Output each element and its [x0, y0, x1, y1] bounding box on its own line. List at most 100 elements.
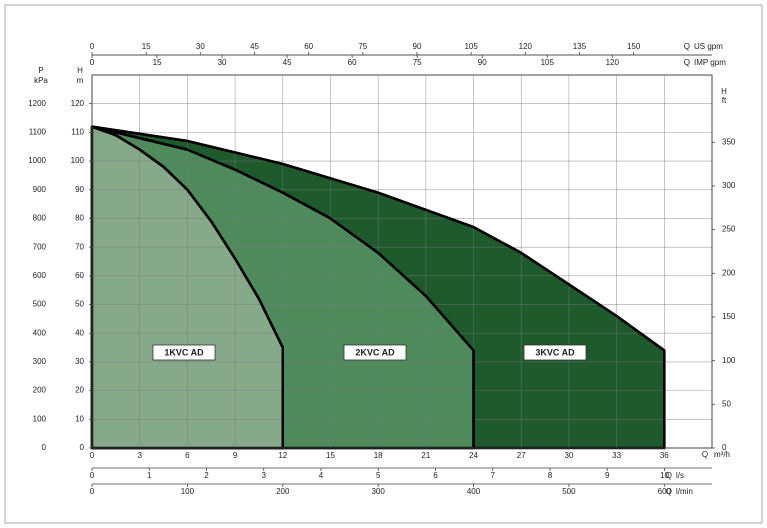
axis-tick-label: 150 — [627, 42, 641, 51]
axis-tick-label: 1200 — [28, 99, 46, 108]
y-tick-label: 40 — [75, 328, 84, 337]
axis-tick-label: 1100 — [29, 127, 47, 136]
axis-label: Q — [666, 487, 672, 496]
axis-tick-label: 600 — [33, 271, 47, 280]
series-curve — [91, 125, 285, 448]
x-tick-label: 12 — [278, 451, 287, 460]
x-tick-label: 0 — [90, 451, 95, 460]
x-tick-label: 30 — [564, 451, 573, 460]
x-tick-label: 3 — [137, 451, 142, 460]
y-tick-label: 10 — [75, 414, 84, 423]
axis-tick-label: 90 — [478, 58, 487, 67]
axis-tick-label: 200 — [33, 386, 47, 395]
y-tick-label: 90 — [75, 185, 84, 194]
x-axis-label: m³/h — [714, 450, 730, 459]
axis-tick-label: 200 — [722, 268, 736, 277]
x-tick-label: 24 — [469, 451, 478, 460]
y-tick-label: 100 — [71, 156, 85, 165]
series-curve — [91, 125, 475, 448]
axis-tick-label: 0 — [722, 443, 727, 452]
plot-border — [91, 74, 713, 449]
axis-tick-label: 10 — [660, 471, 669, 480]
axis-tick-label: 7 — [491, 471, 496, 480]
x-tick-label: 27 — [517, 451, 526, 460]
axis-tick-label: 8 — [548, 471, 553, 480]
axis-tick-label: 4 — [319, 471, 324, 480]
axis-tick-label: 15 — [153, 58, 162, 67]
axis-label: Q — [684, 42, 690, 51]
y-axis-label: H — [77, 66, 83, 75]
axis-tick-label: 105 — [541, 58, 555, 67]
axis-tick-label: 6 — [433, 471, 438, 480]
y-tick-label: 50 — [75, 300, 84, 309]
axis-tick-label: 0 — [90, 471, 95, 480]
x-tick-label: 15 — [326, 451, 335, 460]
axis-tick-label: 100 — [722, 356, 736, 365]
y-axis-label: m — [77, 76, 84, 85]
y-tick-label: 20 — [75, 386, 84, 395]
axis-tick-label: 100 — [33, 414, 47, 423]
axis-tick-label: 45 — [283, 58, 292, 67]
axis-tick-label: 100 — [181, 487, 195, 496]
axis-tick-label: 0 — [90, 487, 95, 496]
y-tick-label: 70 — [75, 242, 84, 251]
axis-tick-label: 400 — [33, 328, 47, 337]
axis-label: Q — [684, 58, 690, 67]
series-label: 1KVC AD — [164, 347, 204, 357]
axis-tick-label: 150 — [722, 312, 736, 321]
axis-label: Q — [666, 471, 672, 480]
axis-tick-label: 60 — [304, 42, 313, 51]
x-tick-label: 6 — [185, 451, 190, 460]
axis-tick-label: 1000 — [28, 156, 46, 165]
axis-tick-label: 75 — [413, 58, 422, 67]
axis-tick-label: 500 — [562, 487, 576, 496]
y-tick-label: 80 — [75, 214, 84, 223]
axis-tick-label: 600 — [658, 487, 672, 496]
series-label-box — [152, 344, 216, 361]
axis-tick-label: 2 — [204, 471, 209, 480]
axis-tick-label: 135 — [573, 42, 587, 51]
axis-tick-label: 0 — [90, 42, 95, 51]
x-tick-label: 36 — [660, 451, 669, 460]
y-tick-label: 30 — [75, 357, 84, 366]
series-label-box — [523, 344, 587, 361]
axis-tick-label: 500 — [33, 300, 47, 309]
axis-tick-label: 300 — [371, 487, 385, 496]
axis-label: kPa — [34, 76, 48, 85]
axis-label: l/s — [676, 471, 684, 480]
axis-tick-label: 45 — [250, 42, 259, 51]
axis-tick-label: 3 — [262, 471, 267, 480]
x-tick-label: 33 — [612, 451, 621, 460]
y-tick-label: 110 — [71, 127, 84, 136]
axis-tick-label: 15 — [142, 42, 151, 51]
axis-tick-label: 250 — [722, 225, 736, 234]
axis-tick-label: 90 — [413, 42, 422, 51]
axis-tick-label: 1 — [147, 471, 152, 480]
axis-tick-label: 300 — [33, 357, 47, 366]
series-curve — [91, 125, 666, 448]
axis-tick-label: 400 — [467, 487, 481, 496]
axis-label: P — [38, 66, 43, 75]
x-tick-label: 18 — [374, 451, 383, 460]
axis-tick-label: 200 — [276, 487, 290, 496]
axis-tick-label: 5 — [376, 471, 381, 480]
axis-tick-label: 300 — [722, 181, 736, 190]
axis-tick-label: 75 — [358, 42, 367, 51]
x-tick-label: 21 — [421, 451, 430, 460]
axis-label: IMP gpm — [694, 58, 726, 67]
axis-tick-label: 120 — [606, 58, 620, 67]
axis-label: US gpm — [694, 42, 723, 51]
series-label: 3KVC AD — [535, 347, 575, 357]
axis-label: l/min — [676, 487, 693, 496]
axis-tick-label: 30 — [196, 42, 205, 51]
axis-tick-label: 105 — [464, 42, 478, 51]
axis-tick-label: 9 — [605, 471, 610, 480]
y-tick-label: 120 — [71, 99, 85, 108]
axis-tick-label: 350 — [722, 137, 736, 146]
axis-label: H — [721, 87, 727, 96]
series-label-box — [343, 344, 407, 361]
x-axis-label: Q — [702, 450, 708, 459]
axis-tick-label: 0 — [90, 58, 95, 67]
axis-tick-label: 900 — [33, 185, 47, 194]
